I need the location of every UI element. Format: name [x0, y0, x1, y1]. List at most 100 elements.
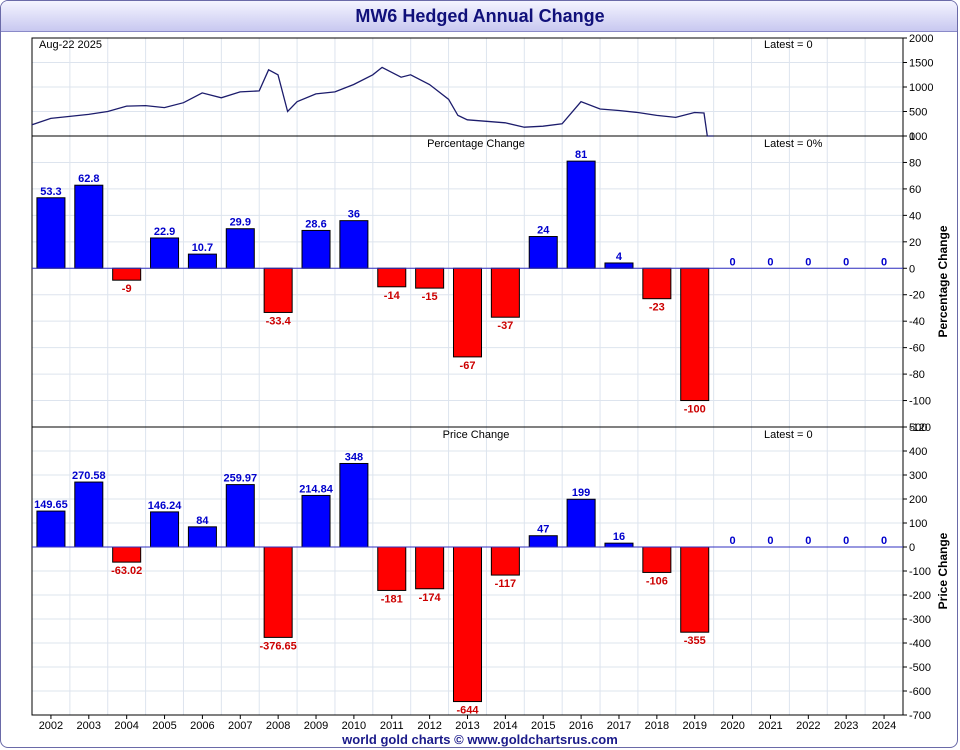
bar — [150, 237, 180, 269]
panel-title: Percentage Change — [427, 138, 525, 150]
bar — [187, 526, 217, 548]
y-tick-label: 300 — [909, 470, 927, 482]
bar — [490, 546, 520, 576]
x-tick-label: 2002 — [39, 720, 63, 732]
bar-value-label: 22.9 — [154, 226, 175, 238]
x-tick-label: 2014 — [493, 720, 517, 732]
x-tick-label: 2018 — [645, 720, 669, 732]
y-tick-label: -500 — [909, 662, 931, 674]
bar-value-label: 0 — [881, 535, 887, 547]
bar-value-label: 0 — [730, 535, 736, 547]
bar — [263, 267, 293, 313]
bar — [604, 262, 634, 269]
y-axis-label: Percentage Change — [936, 225, 950, 337]
y-tick-label: 20 — [909, 237, 921, 249]
bar-value-label: 29.9 — [230, 217, 251, 229]
x-tick-label: 2006 — [190, 720, 214, 732]
bar — [263, 546, 293, 638]
x-tick-label: 2012 — [417, 720, 441, 732]
bar-value-label: 28.6 — [305, 218, 326, 230]
bar-value-label: 24 — [537, 225, 550, 237]
y-axis-label: Price Change — [936, 532, 950, 609]
bar-value-label: 53.3 — [40, 186, 61, 198]
y-tick-label: 100 — [909, 518, 927, 530]
bar — [415, 546, 445, 590]
bar-value-label: 199 — [572, 487, 590, 499]
bar-value-label: -644 — [456, 705, 479, 717]
bar-value-label: 47 — [537, 524, 549, 536]
bar — [680, 267, 710, 402]
bar-value-label: -106 — [646, 575, 668, 587]
bar-value-label: 0 — [767, 535, 773, 547]
bar-value-label: -37 — [497, 320, 513, 332]
y-tick-label: 0 — [909, 542, 915, 554]
bar — [377, 267, 407, 288]
x-tick-label: 2015 — [531, 720, 555, 732]
bar-value-label: -14 — [384, 290, 401, 302]
bar-value-label: 0 — [767, 256, 773, 268]
bar — [74, 481, 104, 548]
bar-value-label: 84 — [196, 515, 209, 527]
y-tick-label: 1500 — [909, 58, 933, 70]
x-tick-label: 2013 — [455, 720, 479, 732]
x-tick-label: 2021 — [758, 720, 782, 732]
y-tick-label: 0 — [909, 131, 915, 143]
y-tick-label: 200 — [909, 494, 927, 506]
x-tick-label: 2011 — [380, 720, 404, 732]
panel-title: Price Change — [443, 429, 510, 441]
bar-value-label: 0 — [805, 535, 811, 547]
footer-credit: world gold charts © www.goldchartsrus.co… — [342, 732, 618, 747]
bar — [74, 184, 104, 269]
bar — [680, 546, 710, 633]
bar-value-label: -9 — [122, 283, 132, 295]
y-tick-label: -80 — [909, 369, 925, 381]
bar — [566, 498, 596, 548]
bar-value-label: 4 — [616, 251, 623, 263]
bar — [415, 267, 445, 289]
bar-value-label: 348 — [345, 451, 363, 463]
bar — [604, 542, 634, 548]
y-tick-label: 0 — [909, 263, 915, 275]
bar-value-label: 214.84 — [299, 483, 334, 495]
bar-value-label: -100 — [684, 404, 706, 416]
bar-value-label: 146.24 — [148, 500, 183, 512]
y-tick-label: -60 — [909, 343, 925, 355]
bar-value-label: -174 — [419, 592, 442, 604]
bar — [452, 267, 483, 358]
x-tick-label: 2003 — [77, 720, 101, 732]
bar-value-label: -63.02 — [111, 565, 142, 577]
x-tick-label: 2008 — [266, 720, 290, 732]
bar-value-label: -15 — [422, 291, 438, 303]
y-tick-label: -20 — [909, 290, 925, 302]
x-tick-label: 2024 — [872, 720, 896, 732]
bar-value-label: 0 — [730, 256, 736, 268]
bar — [566, 160, 596, 269]
y-tick-label: 100 — [909, 131, 927, 143]
y-tick-label: -120 — [909, 422, 931, 434]
bar — [339, 462, 369, 548]
title-bar: MW6 Hedged Annual Change — [1, 1, 957, 32]
bar-value-label: 0 — [805, 256, 811, 268]
bar — [301, 494, 331, 548]
latest-label: Latest = 0% — [764, 138, 823, 150]
bar-value-label: 16 — [613, 531, 625, 543]
bar-value-label: -117 — [495, 578, 516, 590]
y-tick-label: 500 — [909, 107, 927, 119]
bar-value-label: -33.4 — [266, 315, 292, 327]
bar — [528, 535, 558, 548]
x-tick-label: 2022 — [796, 720, 820, 732]
y-tick-label: 1000 — [909, 82, 933, 94]
x-tick-label: 2023 — [834, 720, 858, 732]
bar — [36, 197, 66, 269]
y-tick-label: 2000 — [909, 33, 933, 45]
y-tick-label: -100 — [909, 396, 931, 408]
bar — [528, 236, 558, 269]
y-tick-label: -200 — [909, 590, 931, 602]
x-tick-label: 2020 — [720, 720, 744, 732]
x-tick-label: 2010 — [342, 720, 366, 732]
bar — [225, 228, 255, 269]
y-tick-label: 500 — [909, 422, 927, 434]
y-tick-label: 400 — [909, 446, 927, 458]
y-tick-label: 40 — [909, 210, 921, 222]
